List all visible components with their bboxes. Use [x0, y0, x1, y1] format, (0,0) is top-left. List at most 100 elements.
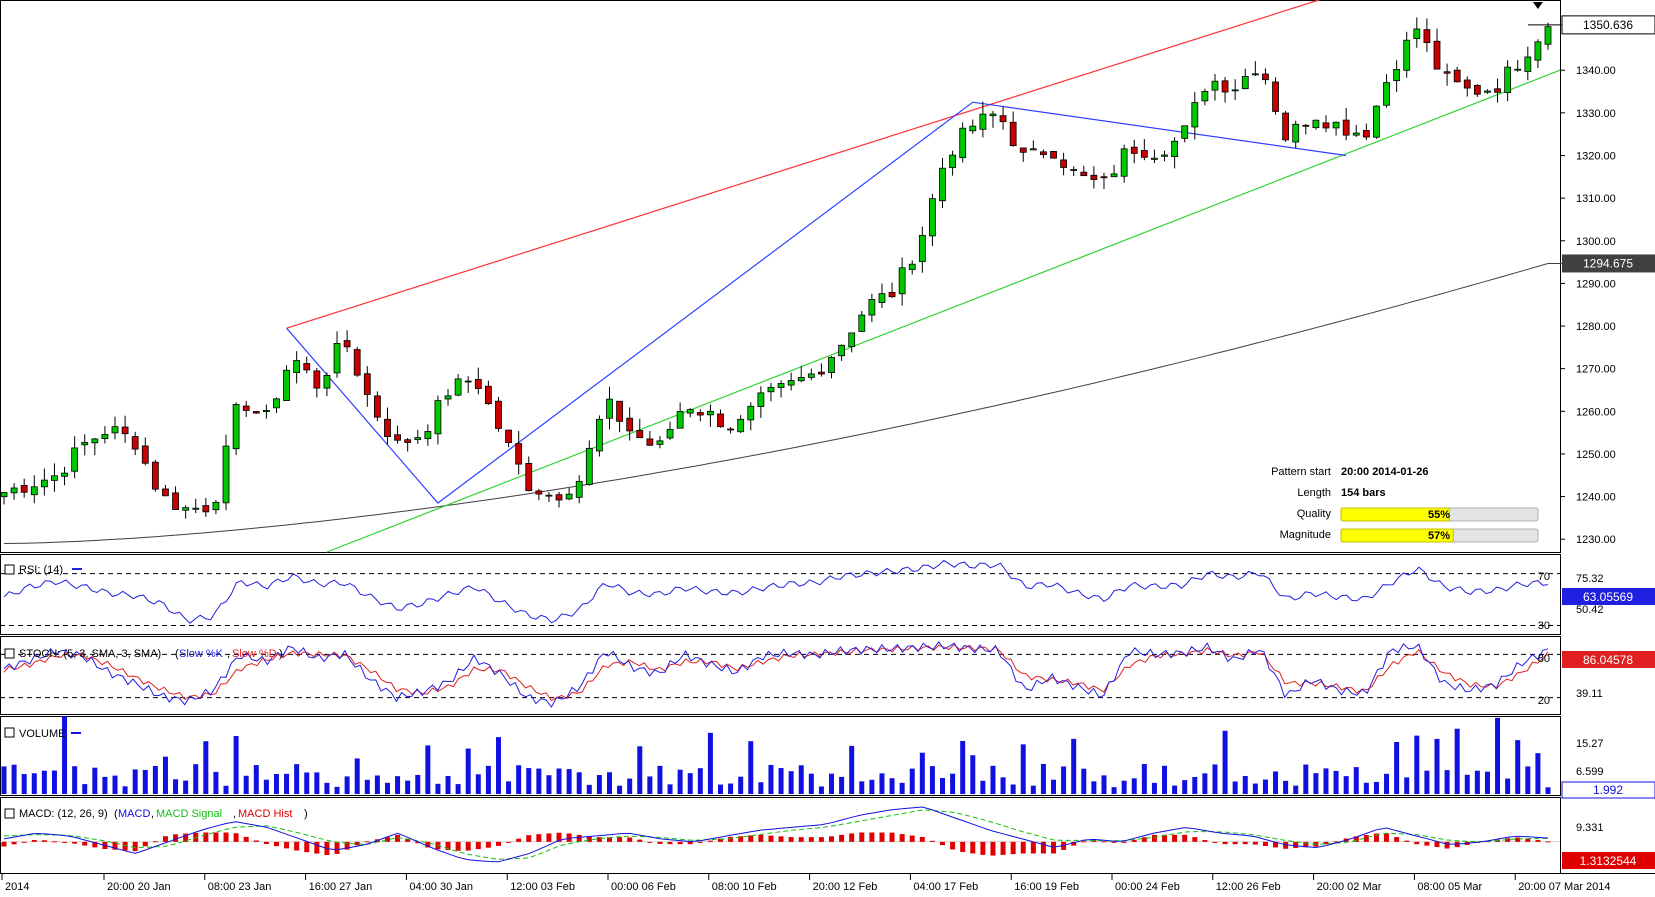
svg-text:): ) — [279, 648, 283, 660]
candle-body — [828, 357, 835, 373]
time-tick-label: 08:00 10 Feb — [712, 881, 777, 893]
volume-bar — [1505, 778, 1511, 794]
candle-body — [1140, 150, 1148, 158]
volume-bar — [233, 736, 239, 794]
candle — [71, 436, 79, 479]
macd-hist-bar — [738, 836, 744, 842]
candle-body — [1171, 140, 1179, 157]
volume-bar — [1495, 717, 1501, 794]
time-axis: 2014 20:00 20 Jan 08:00 23 Jan 16:00 27 Jan… — [1, 873, 1611, 893]
candle — [818, 363, 825, 377]
time-tick-label: 20:00 20 Jan — [107, 881, 171, 893]
volume-bar — [31, 773, 37, 794]
candle-body — [949, 154, 957, 169]
macd-hist-bar — [818, 837, 824, 842]
volume-bar — [183, 780, 189, 794]
macd-collapse-box[interactable] — [4, 808, 15, 819]
candle-body — [262, 409, 270, 412]
macd-hist-bar — [263, 841, 269, 845]
candle-body — [1100, 176, 1108, 179]
candle-body — [20, 484, 28, 493]
volume-bar — [162, 756, 168, 794]
volume-bar — [1111, 787, 1117, 794]
volume-bar — [1394, 741, 1400, 794]
stoch-collapse-box[interactable] — [4, 648, 15, 659]
macd-current-value: 1.3132544 — [1580, 854, 1637, 868]
macd-hist-bar — [1242, 841, 1248, 845]
candle-body — [101, 434, 109, 439]
candle — [1473, 84, 1481, 97]
candle-body — [1433, 40, 1441, 70]
stoch-tick-39: 39.11 — [1576, 688, 1603, 700]
volume-bar — [314, 772, 320, 794]
volume-bar — [950, 773, 956, 794]
macd-hist-bar — [748, 835, 754, 842]
volume-bar — [1535, 753, 1541, 794]
candle-body — [1110, 173, 1118, 178]
quality-bar-fill — [1340, 507, 1450, 522]
volume-bar — [687, 773, 693, 794]
macd-hist-bar — [1414, 841, 1420, 845]
volume-bar — [586, 784, 592, 794]
volume-bar — [1454, 728, 1460, 794]
candle-body — [283, 369, 290, 401]
candle-body — [969, 125, 977, 132]
volume-bar — [425, 745, 431, 794]
macd-hist-bar — [566, 833, 572, 842]
candle — [1009, 111, 1017, 147]
candle-body — [1504, 66, 1512, 93]
macd-hist-bar — [596, 837, 602, 842]
candle — [575, 475, 583, 504]
candle-body — [686, 409, 694, 414]
candle — [767, 382, 775, 402]
macd-hist-bar — [768, 835, 774, 842]
pattern-end-marker — [1532, 2, 1543, 9]
macd-hist-bar — [92, 841, 98, 848]
candle — [1050, 150, 1057, 159]
candle-body — [1373, 105, 1380, 138]
candle-body — [1151, 157, 1158, 160]
volume-bar — [374, 775, 380, 794]
candle-body — [474, 379, 482, 389]
volume-collapse-box[interactable] — [4, 727, 15, 738]
macd-hist-bar — [717, 838, 723, 842]
candle-body — [273, 398, 280, 409]
candle-body — [91, 438, 99, 444]
macd-hist-bar — [677, 841, 683, 845]
candle — [606, 386, 613, 430]
current-price-value: 1350.636 — [1583, 18, 1633, 32]
candle — [293, 351, 301, 384]
macd-hist-bar — [546, 833, 552, 842]
macd-hist-bar — [1212, 841, 1218, 843]
macd-hist-bar — [940, 841, 946, 846]
volume-bar — [122, 786, 128, 794]
macd-hist-bar — [1192, 837, 1198, 842]
candle — [1373, 105, 1380, 139]
candle — [666, 421, 674, 440]
macd-hist-bar — [627, 837, 633, 842]
candle — [162, 484, 169, 497]
volume-bar — [748, 741, 754, 794]
candle — [515, 431, 523, 475]
candle-body — [1352, 132, 1360, 136]
macd-hist-bar — [728, 836, 734, 842]
pattern-start-label: Pattern start — [1271, 466, 1331, 478]
stoch-level-20: 20 — [1538, 695, 1550, 707]
volume-bar — [1020, 744, 1026, 794]
volume-bar — [536, 768, 542, 794]
volume-bar — [1121, 780, 1127, 794]
candle — [121, 415, 129, 443]
ma-price-label: 1294.675 — [1562, 254, 1655, 273]
candle — [868, 293, 876, 323]
macd-hist-bar — [203, 832, 209, 842]
volume-bar — [526, 768, 532, 794]
candle — [454, 374, 462, 397]
rsi-collapse-box[interactable] — [4, 564, 15, 575]
candle-body — [111, 426, 119, 434]
candle-body — [707, 410, 714, 416]
candle-body — [505, 429, 512, 443]
volume-bar — [223, 785, 229, 794]
volume-bar — [798, 765, 804, 794]
volume-bar — [1252, 783, 1258, 794]
volume-bar — [475, 774, 481, 794]
